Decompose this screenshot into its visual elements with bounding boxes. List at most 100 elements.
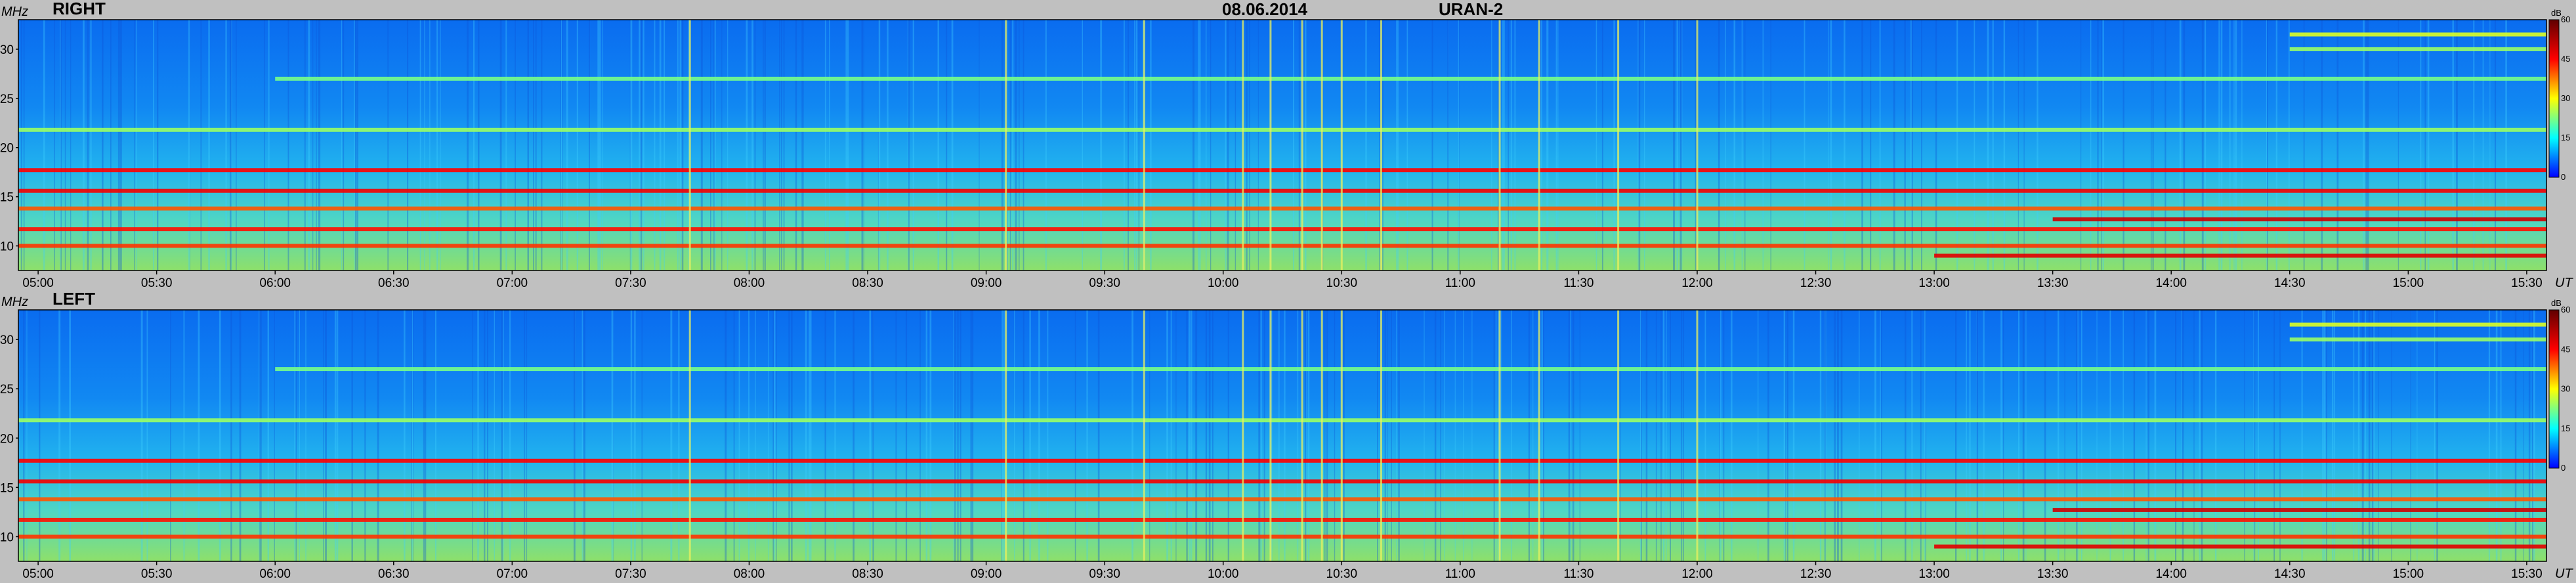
x-tick-label: 10:30	[1326, 276, 1358, 290]
texture-streak	[2368, 310, 2371, 561]
texture-streak	[499, 20, 502, 270]
texture-streak	[527, 20, 529, 270]
x-tick-label: 13:30	[2037, 276, 2069, 290]
colorbar	[2548, 309, 2560, 469]
texture-streak	[1293, 20, 1294, 270]
texture-streak	[908, 20, 910, 270]
texture-streak	[1498, 310, 1500, 561]
y-tick-label: 30	[0, 334, 14, 347]
spectral-band	[2052, 217, 2546, 222]
texture-streak	[1471, 310, 1473, 561]
x-tick-label: 07:00	[497, 276, 528, 290]
texture-streak	[1434, 310, 1437, 561]
texture-streak	[1741, 20, 1743, 270]
texture-streak	[264, 20, 265, 270]
spectral-band	[18, 206, 2546, 211]
texture-streak	[1920, 310, 1922, 561]
texture-streak	[503, 310, 504, 561]
texture-streak	[535, 20, 537, 270]
texture-streak	[1785, 310, 1786, 561]
texture-streak	[323, 310, 324, 561]
texture-streak	[1186, 310, 1188, 561]
texture-streak	[721, 20, 723, 270]
burst-line	[1696, 20, 1699, 270]
texture-streak	[478, 20, 480, 270]
texture-streak	[134, 20, 135, 270]
texture-streak	[1498, 20, 1500, 270]
texture-streak	[1493, 310, 1495, 561]
texture-streak	[1454, 310, 1456, 561]
texture-streak	[1377, 310, 1378, 561]
texture-streak	[878, 20, 881, 270]
texture-streak	[259, 310, 261, 561]
texture-streak	[1976, 310, 1979, 561]
texture-streak	[713, 20, 715, 270]
spectrogram-background	[18, 310, 2546, 561]
texture-streak	[2258, 310, 2259, 561]
texture-streak	[872, 310, 874, 561]
texture-streak	[1695, 20, 1697, 270]
texture-streak	[1569, 310, 1571, 561]
texture-streak	[1514, 20, 1516, 270]
texture-streak	[1444, 310, 1445, 561]
burst-line	[1498, 20, 1501, 270]
texture-streak	[1502, 20, 1504, 270]
texture-streak	[1384, 310, 1386, 561]
x-tick-label: 10:00	[1208, 567, 1239, 581]
texture-streak	[230, 20, 232, 270]
texture-streak	[905, 310, 907, 561]
texture-streak	[472, 310, 473, 561]
texture-streak	[612, 310, 614, 561]
texture-streak	[654, 20, 656, 270]
texture-streak	[304, 20, 306, 270]
x-tick-label: 14:00	[2155, 567, 2187, 581]
texture-streak	[1905, 310, 1907, 561]
texture-streak	[1100, 20, 1102, 270]
texture-streak	[1189, 310, 1191, 561]
texture-streak	[1440, 310, 1441, 561]
burst-line	[1617, 310, 1620, 561]
burst-line	[1269, 310, 1272, 561]
x-tick-label: 12:00	[1681, 567, 1713, 581]
x-tick-label: 13:00	[1918, 276, 1950, 290]
texture-streak	[809, 310, 811, 561]
texture-streak	[1881, 310, 1882, 561]
texture-streak	[2199, 310, 2201, 561]
texture-streak	[1935, 20, 1937, 270]
texture-streak	[69, 310, 71, 561]
burst-line	[1269, 20, 1272, 270]
texture-streak	[1029, 310, 1031, 561]
texture-streak	[2145, 310, 2147, 561]
texture-streak	[1150, 20, 1152, 270]
texture-streak	[1235, 20, 1236, 270]
x-tick-label: 10:00	[1208, 276, 1239, 290]
texture-streak	[58, 310, 61, 561]
texture-streak	[2018, 310, 2020, 561]
texture-streak	[387, 20, 389, 270]
colorbar-tick-label: 15	[2561, 133, 2570, 142]
texture-streak	[436, 20, 438, 270]
texture-streak	[1786, 310, 1788, 561]
texture-streak	[1406, 20, 1408, 270]
texture-streak	[1128, 20, 1129, 270]
texture-streak	[23, 20, 25, 270]
texture-streak	[1511, 310, 1512, 561]
texture-streak	[754, 20, 756, 270]
x-axis-unit: UT	[2555, 276, 2573, 290]
texture-streak	[316, 20, 317, 270]
texture-streak	[473, 20, 475, 270]
texture-streak	[1326, 310, 1328, 561]
texture-streak	[2427, 20, 2430, 270]
x-tick-label: 06:00	[259, 276, 291, 290]
texture-streak	[641, 310, 643, 561]
texture-streak	[776, 310, 777, 561]
texture-streak	[2077, 310, 2079, 561]
x-tick-label: 11:30	[1563, 276, 1594, 290]
texture-streak	[589, 20, 590, 270]
texture-streak	[1249, 20, 1250, 270]
texture-streak	[2532, 310, 2533, 561]
texture-streak	[2301, 310, 2303, 561]
texture-streak	[2332, 310, 2334, 561]
colorbar-tick-label: 30	[2561, 93, 2570, 103]
texture-streak	[299, 310, 300, 561]
